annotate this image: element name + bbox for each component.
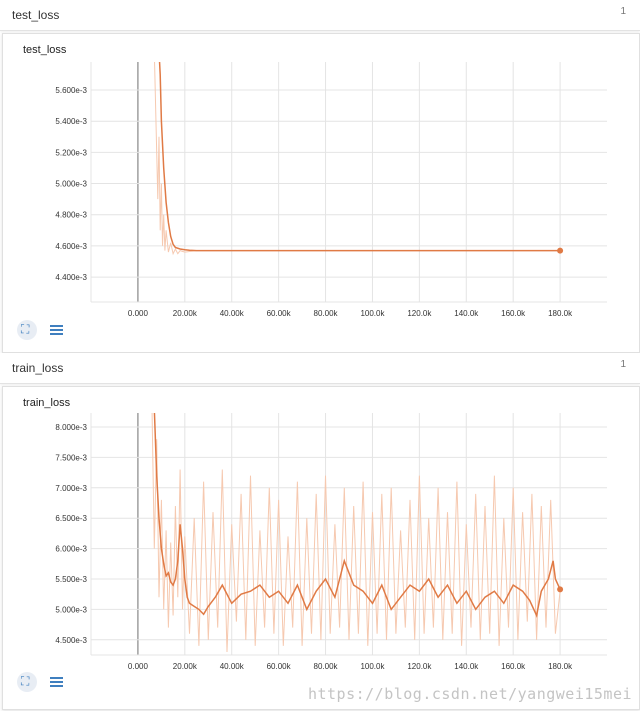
train-loss-chart[interactable]: 0.000 20.00k 40.00k 60.00k 80.00k 100.0k 120.0… <box>3 387 639 709</box>
panel-count: 1 <box>620 6 626 17</box>
x-tick-label: 140.0k <box>454 662 479 671</box>
y-tick-label: 7.500e-3 <box>55 453 87 462</box>
x-tick-label: 120.0k <box>407 662 432 671</box>
y-tick-label: 8.000e-3 <box>55 423 87 432</box>
x-tick-label: 0.000 <box>128 662 149 671</box>
y-tick-label: 6.500e-3 <box>55 514 87 523</box>
y-tick-label: 4.400e-3 <box>55 273 87 282</box>
x-tick-label: 40.00k <box>220 309 245 318</box>
smoothed-series-line <box>158 62 561 252</box>
chart-toolbar <box>17 672 73 692</box>
data-selection-list-icon[interactable] <box>47 672 67 692</box>
x-tick-label: 60.00k <box>267 309 292 318</box>
y-tick-label: 5.400e-3 <box>55 117 87 126</box>
test-loss-panel: test_loss 1 test_loss 0.000 20.00k 40.00k 6… <box>0 0 640 353</box>
panel-title: test_loss <box>12 8 60 22</box>
y-tick-label: 4.800e-3 <box>55 211 87 220</box>
y-tick-label: 5.200e-3 <box>55 148 87 157</box>
panel-header-test-loss[interactable]: test_loss 1 <box>0 0 640 31</box>
fit-domain-icon[interactable] <box>17 672 37 692</box>
y-tick-label: 5.500e-3 <box>55 575 87 584</box>
x-tick-label: 100.0k <box>360 309 385 318</box>
chart-title: test_loss <box>23 44 67 56</box>
x-tick-label: 120.0k <box>407 309 432 318</box>
y-tick-label: 7.000e-3 <box>55 484 87 493</box>
x-tick-label: 100.0k <box>360 662 385 671</box>
chart-title: train_loss <box>23 397 71 409</box>
data-selection-list-icon[interactable] <box>47 320 67 340</box>
train-loss-panel: train_loss 1 train_loss 0.000 20.00k 40.00… <box>0 353 640 711</box>
chart-card-train-loss: train_loss 0.000 20.00k 40.00k 60.00k 80.00k… <box>2 386 640 710</box>
watermark: https://blog.csdn.net/yangwei15mei <box>307 685 632 703</box>
y-tick-label: 6.000e-3 <box>55 545 87 554</box>
x-tick-label: 160.0k <box>501 662 526 671</box>
x-tick-label: 80.00k <box>314 309 339 318</box>
x-tick-label: 20.00k <box>173 309 198 318</box>
chart-card-test-loss: test_loss 0.000 20.00k 40.00k 60.00k 80.00k 1… <box>2 33 640 353</box>
panel-count: 1 <box>620 359 626 370</box>
x-tick-label: 180.0k <box>548 662 573 671</box>
raw-series-line <box>151 413 561 653</box>
x-tick-label: 80.00k <box>314 662 339 671</box>
y-tick-label: 5.000e-3 <box>55 605 87 614</box>
x-tick-label: 0.000 <box>128 309 149 318</box>
smoothed-series-line <box>153 413 561 618</box>
x-tick-label: 180.0k <box>548 309 573 318</box>
test-loss-chart[interactable]: 0.000 20.00k 40.00k 60.00k 80.00k 100.0k 120.0… <box>3 34 639 352</box>
last-point-marker <box>557 247 564 254</box>
chart-toolbar <box>17 320 73 340</box>
panel-title: train_loss <box>12 361 64 375</box>
y-tick-label: 4.600e-3 <box>55 242 87 251</box>
panel-header-train-loss[interactable]: train_loss 1 <box>0 353 640 384</box>
x-tick-label: 160.0k <box>501 309 526 318</box>
fit-domain-icon[interactable] <box>17 320 37 340</box>
last-point-marker <box>557 586 564 593</box>
x-tick-label: 40.00k <box>220 662 245 671</box>
x-tick-label: 140.0k <box>454 309 479 318</box>
raw-series-line <box>154 62 197 256</box>
x-tick-label: 60.00k <box>267 662 292 671</box>
y-tick-label: 4.500e-3 <box>55 636 87 645</box>
y-tick-label: 5.000e-3 <box>55 180 87 189</box>
y-tick-label: 5.600e-3 <box>55 86 87 95</box>
x-tick-label: 20.00k <box>173 662 198 671</box>
